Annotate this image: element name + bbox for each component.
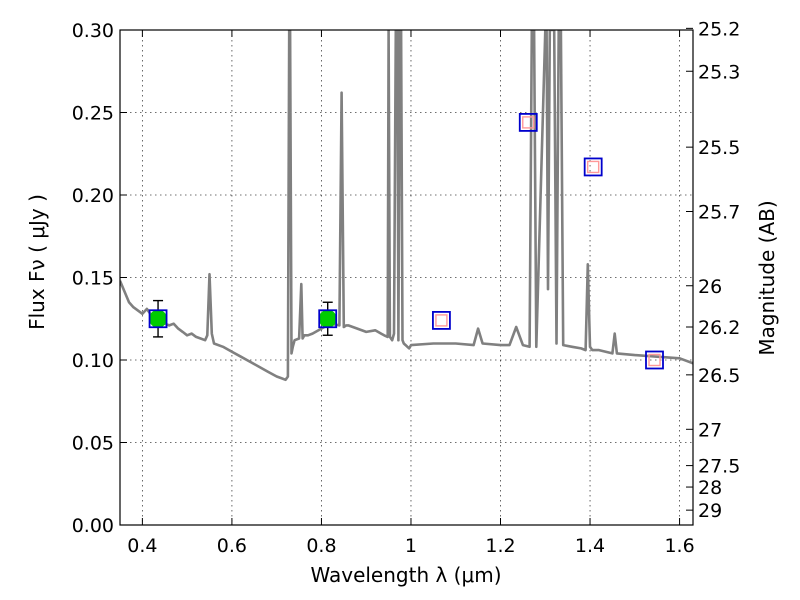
upper-limit-square [648,353,661,367]
model-square [518,113,538,132]
spectrum-line [120,30,693,382]
y2-tick-label: 26.5 [698,365,740,387]
x-tick-label: 0.6 [217,535,247,557]
upper-limit-square [522,116,535,129]
tick-labels: 0.4 0.6 0.8 1 1.2 1.4 1.6 0.00 0.05 0.10 0.15 0.20 0… [72,18,741,557]
observed-point [149,309,168,328]
y-tick-label: 0.30 [72,20,114,42]
y2-tick-label: 27 [698,419,722,441]
model-square [645,350,664,370]
y2-tick-label: 29 [698,500,722,522]
y-tick-label: 0.00 [72,515,114,537]
y2-tick-label: 27.5 [698,456,740,478]
y2-tick-label: 26.2 [698,317,740,339]
y2-tick-label: 25.3 [698,61,740,83]
model-square [583,157,603,177]
y-tick-label: 0.20 [72,185,114,207]
model-spectrum [120,30,693,382]
x-tick-label: 1.2 [485,535,515,557]
x-tick-label: 0.4 [127,535,157,557]
upper-limit-square [435,314,448,327]
observed-point [318,309,337,328]
y2-axis-label: Magnitude (AB) [755,200,779,355]
grid [120,30,693,525]
y-tick-label: 0.05 [72,433,114,455]
axis-ticks [120,27,693,526]
x-axis-label: Wavelength λ (μm) [310,563,501,587]
upper-limit-square [586,160,600,174]
photometry-points [148,113,664,370]
model-square [148,309,168,329]
y2-tick-label: 26 [698,276,722,298]
y2-tick-label: 25.2 [698,18,740,40]
y2-tick-label: 25.7 [698,202,740,224]
x-tick-label: 1.6 [664,535,694,557]
y2-tick-label: 25.5 [698,137,740,159]
y-tick-label: 0.25 [72,103,114,125]
y2-tick-label: 28 [698,477,722,499]
y-tick-label: 0.10 [72,350,114,372]
x-tick-label: 1 [405,535,417,557]
y-axis-label: Flux Fν ( μJy ) [25,194,49,330]
model-square [318,309,338,329]
model-square [432,310,451,330]
x-tick-label: 1.4 [575,535,605,557]
x-tick-label: 0.8 [306,535,336,557]
y-tick-label: 0.15 [72,268,114,290]
